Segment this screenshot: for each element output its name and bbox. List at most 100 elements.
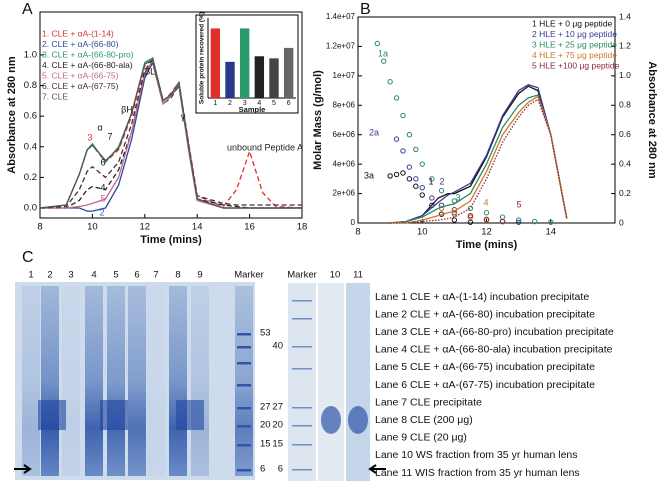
- lane-label: 9: [197, 270, 202, 281]
- molar-mass-point: [451, 198, 458, 204]
- bar: [269, 58, 279, 98]
- y-axis-label: Molar Mass (g/mol): [312, 70, 324, 170]
- marker-band: [237, 346, 251, 349]
- molar-mass-point: [400, 148, 406, 154]
- y-axis-label: Absorbance at 280 nm: [6, 56, 18, 174]
- y-tick-label: 0.4: [24, 141, 37, 152]
- molar-mass-point: [393, 171, 400, 178]
- molar-mass-point: [483, 216, 490, 223]
- panel-label: C: [22, 249, 34, 266]
- y-tick-label: 0: [351, 218, 356, 227]
- x-tick-label: 8: [355, 227, 360, 238]
- gel-band: [348, 406, 368, 434]
- annotation: 5: [100, 193, 105, 203]
- marker-size: 40: [272, 341, 283, 352]
- lane-label: Marker: [234, 270, 264, 281]
- marker-size: 20: [272, 420, 283, 431]
- y2-axis-label: Absorbance at 280 nm: [646, 61, 658, 179]
- x-tick-label: 6: [287, 100, 291, 107]
- x-tick-label: 5: [272, 100, 276, 107]
- y-tick-label: 1.0: [24, 49, 37, 60]
- bar: [254, 56, 265, 98]
- molar-mass-point: [400, 170, 406, 176]
- lane-legend: Lane 11 WIS fraction from 35 yr human le…: [375, 467, 580, 479]
- series-line: [39, 58, 302, 209]
- panel-label: A: [22, 1, 33, 18]
- gel-bands: [22, 286, 368, 476]
- y2-tick-label: 0.2: [619, 188, 631, 198]
- arrow-left: [14, 464, 32, 474]
- x-axis-label: Time (mins): [456, 239, 518, 251]
- x-tick-label: 8: [37, 222, 42, 233]
- molar-mass-point: [467, 212, 474, 219]
- marker-band: [237, 333, 251, 336]
- lane-legend: Lane 1 CLE + αA-(1-14) incubation precip…: [375, 291, 589, 303]
- molar-mass-point: [419, 192, 425, 198]
- molar-mass-point: [515, 219, 522, 225]
- y-tick-label: 0.0: [24, 203, 37, 214]
- legend-entry: 1. CLE + αA-(1-14): [42, 28, 114, 38]
- series-line: [390, 94, 568, 224]
- annotation: 3a: [364, 170, 374, 180]
- molar-mass-point: [406, 164, 413, 170]
- series-line: [390, 95, 568, 224]
- plot-frame: [39, 11, 303, 219]
- molar-mass-point: [381, 58, 387, 64]
- legend-entry: 5. CLE + αA-(66-75): [42, 70, 119, 80]
- x-axis-label: Time (mins): [140, 234, 202, 246]
- y-tick-label: 1.2e+07: [326, 42, 356, 51]
- legend-entry: 5 HLE +100 μg peptide: [532, 60, 620, 70]
- y-tick-label: 0.8: [24, 80, 37, 91]
- marker-band: [292, 300, 312, 302]
- molar-mass-point: [419, 161, 425, 167]
- marker-band: [292, 469, 312, 471]
- marker-band: [237, 362, 251, 365]
- marker-band: [292, 368, 312, 370]
- lane-legend: Lane 4 CLE + αA-(66-80-ala) incubation p…: [375, 344, 613, 356]
- y-tick-label: 0.6: [24, 111, 37, 122]
- x-tick-label: 12: [140, 222, 151, 233]
- marker-size: 15: [272, 439, 283, 450]
- annotation: 2a: [369, 127, 379, 137]
- marker-band: [237, 469, 251, 472]
- legend-entry: 1 HLE + 0 μg peptide: [532, 18, 613, 28]
- annotation: 4: [483, 197, 488, 207]
- legend-entry: 3. CLE + αA-(66-80-pro): [42, 49, 134, 59]
- x-tick-label: 18: [297, 222, 308, 233]
- y2-tick-label: 1.4: [619, 11, 631, 21]
- molar-mass-point: [438, 187, 445, 194]
- marker-size: 6: [260, 464, 265, 475]
- molar-mass-point: [413, 176, 419, 182]
- molar-mass-point: [387, 173, 393, 179]
- lane-legend: Lane 8 CLE (200 μg): [375, 414, 473, 426]
- molar-mass-point: [393, 95, 400, 101]
- lane-legend: Lane 7 CLE precipitate: [375, 396, 482, 408]
- lane-label: 5: [113, 270, 118, 281]
- molar-mass-point: [393, 136, 400, 142]
- molar-mass-point: [467, 219, 474, 225]
- x-tick-label: 14: [545, 227, 556, 238]
- annotation: 1a: [378, 48, 388, 58]
- x-tick-label: 12: [481, 227, 492, 238]
- gel-lane: [22, 286, 40, 476]
- arrow-right: [368, 464, 386, 474]
- gel-right-marker: [288, 283, 316, 481]
- y2-tick-label: 0.8: [619, 100, 631, 110]
- molar-mass-point: [429, 195, 435, 201]
- marker-size: 27: [260, 402, 271, 413]
- annotation: βH: [121, 104, 133, 114]
- molar-mass-point: [419, 184, 425, 191]
- lane-legend: Lane 6 CLE + αA-(67-75) incubation preci…: [375, 379, 595, 391]
- lane-legend: Lane 3 CLE + αA-(66-80-pro) incubation p…: [375, 326, 614, 338]
- annotation: 3: [87, 132, 92, 142]
- molar-mass-point: [413, 183, 419, 189]
- lane-label: 10: [330, 270, 341, 281]
- lane-label: Marker: [287, 270, 317, 281]
- gel-right-11: [346, 283, 370, 481]
- legend-entry: 4. CLE + αA-(66-80-ala): [42, 60, 133, 70]
- molar-mass-point: [483, 210, 490, 216]
- molar-mass-point: [406, 176, 413, 182]
- series-line: [390, 83, 568, 224]
- x-tick-label: 2: [228, 100, 232, 107]
- marker-band: [292, 425, 312, 427]
